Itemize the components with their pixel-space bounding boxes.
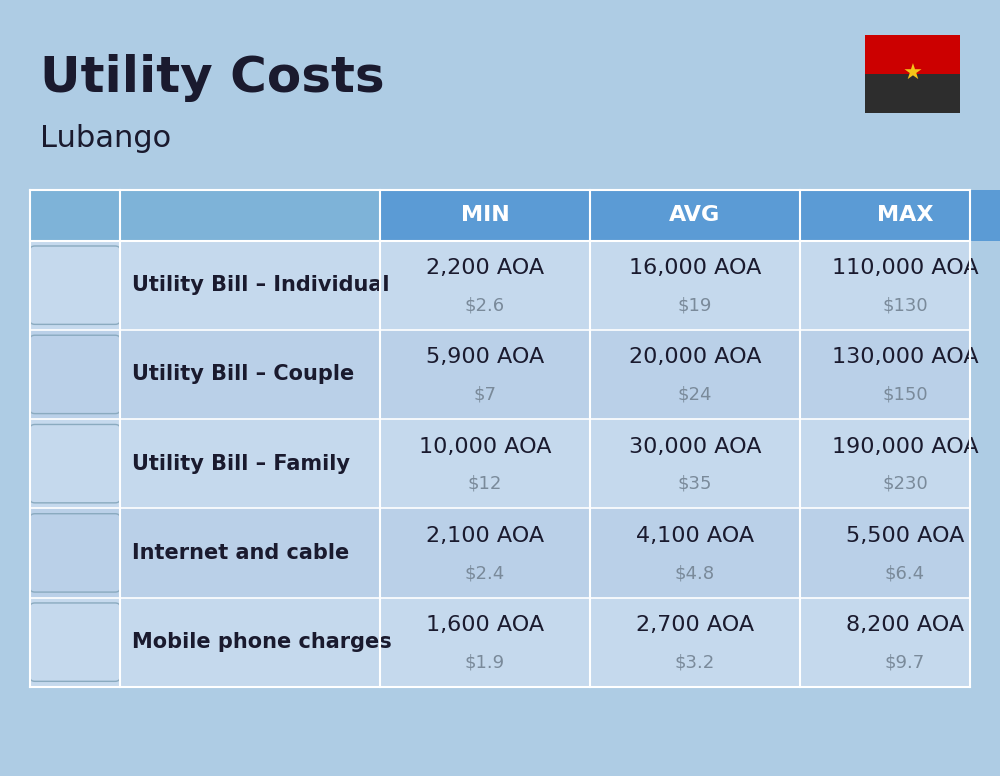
FancyBboxPatch shape — [30, 190, 380, 241]
Text: 16,000 AOA: 16,000 AOA — [629, 258, 761, 278]
Text: $7: $7 — [474, 386, 496, 404]
FancyBboxPatch shape — [30, 603, 120, 681]
FancyBboxPatch shape — [30, 508, 970, 598]
Text: $230: $230 — [882, 475, 928, 493]
Text: $6.4: $6.4 — [885, 564, 925, 582]
Text: 190,000 AOA: 190,000 AOA — [832, 437, 978, 456]
FancyBboxPatch shape — [30, 598, 970, 687]
Text: $130: $130 — [882, 296, 928, 314]
Text: $19: $19 — [678, 296, 712, 314]
Text: $3.2: $3.2 — [675, 653, 715, 671]
Text: Internet and cable: Internet and cable — [132, 543, 349, 563]
Text: Utility Bill – Individual: Utility Bill – Individual — [132, 275, 390, 295]
Text: $4.8: $4.8 — [675, 564, 715, 582]
Text: Lubango: Lubango — [40, 124, 171, 153]
Text: Utility Bill – Couple: Utility Bill – Couple — [132, 365, 354, 384]
Text: Utility Bill – Family: Utility Bill – Family — [132, 454, 350, 473]
Text: $35: $35 — [678, 475, 712, 493]
Text: 4,100 AOA: 4,100 AOA — [636, 526, 754, 546]
Text: $2.6: $2.6 — [465, 296, 505, 314]
Text: $150: $150 — [882, 386, 928, 404]
Text: 2,200 AOA: 2,200 AOA — [426, 258, 544, 278]
Text: 10,000 AOA: 10,000 AOA — [419, 437, 551, 456]
Text: Utility Costs: Utility Costs — [40, 54, 385, 102]
FancyBboxPatch shape — [30, 246, 120, 324]
Text: $1.9: $1.9 — [465, 653, 505, 671]
Text: 130,000 AOA: 130,000 AOA — [832, 348, 978, 367]
FancyBboxPatch shape — [30, 419, 970, 508]
FancyBboxPatch shape — [865, 35, 960, 74]
Text: 5,900 AOA: 5,900 AOA — [426, 348, 544, 367]
Text: 30,000 AOA: 30,000 AOA — [629, 437, 761, 456]
Text: 1,600 AOA: 1,600 AOA — [426, 615, 544, 635]
FancyBboxPatch shape — [30, 424, 120, 503]
FancyBboxPatch shape — [800, 190, 1000, 241]
FancyBboxPatch shape — [865, 74, 960, 113]
Text: $24: $24 — [678, 386, 712, 404]
Text: 8,200 AOA: 8,200 AOA — [846, 615, 964, 635]
FancyBboxPatch shape — [30, 241, 970, 330]
FancyBboxPatch shape — [30, 514, 120, 592]
Text: 2,700 AOA: 2,700 AOA — [636, 615, 754, 635]
Text: 5,500 AOA: 5,500 AOA — [846, 526, 964, 546]
Text: 2,100 AOA: 2,100 AOA — [426, 526, 544, 546]
Text: MIN: MIN — [461, 206, 509, 225]
Text: AVG: AVG — [669, 206, 721, 225]
Text: ★: ★ — [902, 64, 922, 84]
Text: $2.4: $2.4 — [465, 564, 505, 582]
FancyBboxPatch shape — [380, 190, 590, 241]
FancyBboxPatch shape — [30, 330, 970, 419]
Text: MAX: MAX — [877, 206, 933, 225]
FancyBboxPatch shape — [590, 190, 800, 241]
Text: Mobile phone charges: Mobile phone charges — [132, 632, 392, 652]
Text: $9.7: $9.7 — [885, 653, 925, 671]
Text: 110,000 AOA: 110,000 AOA — [832, 258, 978, 278]
FancyBboxPatch shape — [30, 335, 120, 414]
Text: 20,000 AOA: 20,000 AOA — [629, 348, 761, 367]
Text: $12: $12 — [468, 475, 502, 493]
